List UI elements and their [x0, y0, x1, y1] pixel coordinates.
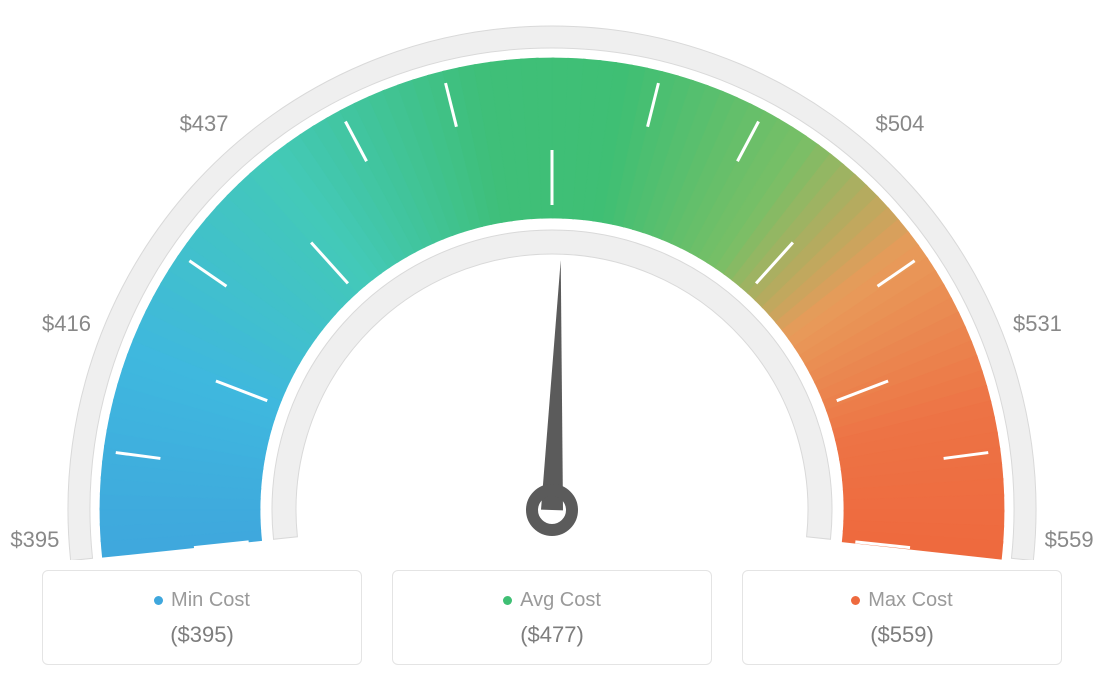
tick-label: $559 — [1045, 527, 1094, 553]
legend-title-avg: Avg Cost — [503, 589, 601, 612]
tick-label: $437 — [180, 111, 229, 137]
legend-title-max: Max Cost — [851, 589, 952, 612]
legend-card-avg: Avg Cost ($477) — [392, 570, 712, 665]
legend-label-max: Max Cost — [868, 589, 952, 612]
gauge-svg — [0, 0, 1104, 560]
legend-row: Min Cost ($395) Avg Cost ($477) Max Cost… — [0, 570, 1104, 665]
legend-title-min: Min Cost — [154, 589, 250, 612]
dot-icon-min — [154, 596, 163, 605]
tick-label: $477 — [528, 0, 577, 3]
tick-label: $416 — [42, 311, 91, 337]
dot-icon-avg — [503, 596, 512, 605]
legend-value-avg: ($477) — [403, 622, 701, 648]
legend-value-max: ($559) — [753, 622, 1051, 648]
tick-label: $395 — [10, 527, 59, 553]
legend-card-max: Max Cost ($559) — [742, 570, 1062, 665]
dot-icon-max — [851, 596, 860, 605]
tick-label: $504 — [875, 111, 924, 137]
legend-card-min: Min Cost ($395) — [42, 570, 362, 665]
tick-label: $531 — [1013, 311, 1062, 337]
legend-label-min: Min Cost — [171, 589, 250, 612]
legend-value-min: ($395) — [53, 622, 351, 648]
legend-label-avg: Avg Cost — [520, 589, 601, 612]
cost-gauge: $395 $416 $437 $477 $504 $531 $559 — [0, 0, 1104, 560]
